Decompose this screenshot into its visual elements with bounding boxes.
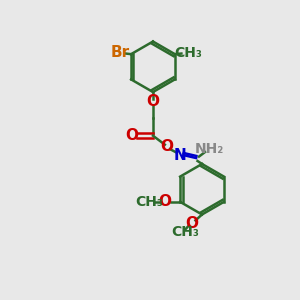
- Text: NH₂: NH₂: [195, 142, 224, 156]
- Text: Br: Br: [110, 45, 129, 60]
- Text: O: O: [158, 194, 171, 209]
- Text: CH₃: CH₃: [171, 225, 199, 239]
- Text: O: O: [185, 216, 198, 231]
- Text: O: O: [125, 128, 138, 143]
- Text: CH₃: CH₃: [174, 46, 202, 60]
- Text: O: O: [160, 139, 173, 154]
- Text: N: N: [173, 148, 186, 163]
- Text: O: O: [146, 94, 160, 109]
- Text: CH₃: CH₃: [135, 195, 163, 209]
